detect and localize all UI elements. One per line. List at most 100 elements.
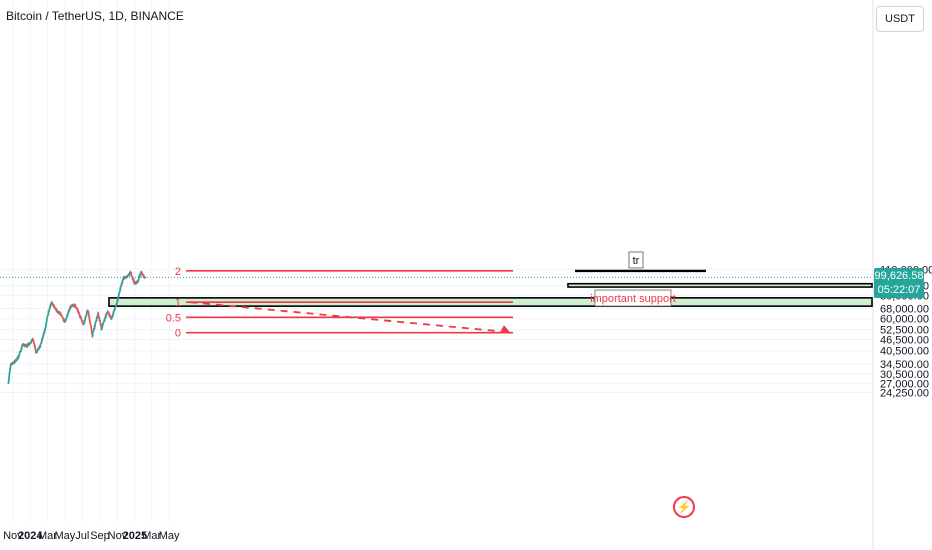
candle-body (56, 309, 59, 312)
candle-body (97, 315, 100, 319)
x-tick-label: 2024 (18, 530, 43, 542)
candle-body (21, 345, 23, 347)
candle-body (68, 309, 71, 312)
candle-body (45, 318, 48, 321)
support-zone[interactable] (567, 282, 873, 288)
fib-level-label: 2 (175, 266, 181, 278)
candle-body (90, 326, 93, 328)
candle-body (8, 375, 11, 379)
candle-body (95, 320, 98, 322)
x-tick-label: May (54, 530, 75, 542)
candle-body (66, 313, 69, 317)
candle-body (103, 318, 106, 322)
y-tick-label: 68,000.00 (880, 304, 929, 316)
last-price-badge: 99,626.58 05:22:07 (874, 268, 924, 299)
candle-body (42, 333, 45, 335)
candle-body (94, 322, 97, 324)
candle-body (91, 332, 94, 337)
grid-lines (0, 0, 874, 550)
candle-body (88, 316, 91, 321)
candle-body (119, 290, 121, 292)
candle-body (7, 380, 10, 384)
candle-body (93, 325, 96, 329)
candle-body (102, 322, 105, 324)
candle-body (144, 276, 147, 278)
candle-body (32, 339, 35, 343)
y-tick-label: 30,500.00 (880, 369, 929, 381)
currency-button[interactable]: USDT (876, 6, 924, 32)
candle-body (11, 363, 14, 365)
y-tick-label: 24,250.00 (880, 387, 929, 399)
candle-body (41, 337, 44, 340)
candle-body (103, 318, 106, 319)
x-tick-label: Nov (108, 530, 128, 542)
candle-body (117, 293, 120, 296)
candle-body (47, 312, 50, 315)
fib-level-label: 0.5 (166, 312, 181, 324)
lightning-icon[interactable]: ⚡ (673, 496, 695, 518)
y-tick-label: 34,500.00 (880, 359, 929, 371)
candle-body (101, 325, 104, 329)
x-tick-label: Mar (142, 530, 161, 542)
support-label: important support (590, 293, 676, 305)
candle-body (85, 316, 87, 318)
candle-body (115, 303, 118, 305)
candle-body (121, 279, 124, 282)
candle-body (89, 324, 92, 327)
candle-body (45, 324, 47, 327)
candle-body (67, 310, 70, 313)
fib-level-label: 0 (175, 328, 181, 340)
drawing-layer: 2 1 0.5 0 tr important support (0, 251, 873, 340)
trend-arrow-line[interactable] (189, 301, 511, 334)
candle-body (102, 323, 105, 326)
symbol-title: Bitcoin / TetherUS, 1D, BINANCE (6, 9, 184, 23)
candle-body (7, 378, 10, 381)
candle-body (90, 330, 93, 334)
candle-body (111, 315, 114, 318)
candle-body (122, 278, 125, 280)
candle-body (63, 319, 66, 323)
candle-body (79, 316, 82, 319)
candle-body (112, 311, 115, 314)
candle-body (140, 271, 143, 274)
candle-body (37, 348, 39, 350)
fib-level-label: 1 (175, 297, 181, 309)
candle-body (49, 304, 52, 307)
candle-body (85, 314, 88, 317)
candle-body (116, 301, 119, 304)
candle-body (42, 333, 45, 335)
y-tick-label: 27,000.00 (880, 379, 929, 391)
candle-body (20, 348, 23, 352)
support-label-box (594, 289, 672, 307)
candle-body (9, 369, 11, 372)
candle-body (81, 319, 84, 322)
candle-body (143, 276, 146, 278)
candle-body (70, 306, 73, 308)
candle-body (27, 345, 30, 346)
candle-body (33, 343, 36, 347)
candle-body (81, 321, 84, 324)
y-tick-label: 60,000.00 (880, 314, 929, 326)
candle-body (103, 321, 106, 322)
trend-arrow-head (501, 325, 510, 333)
candle-body (9, 366, 12, 370)
x-tick-label: Nov (3, 530, 23, 542)
y-tick-label: 52,500.00 (880, 325, 929, 337)
candle-body (18, 353, 21, 355)
candle-body (55, 308, 57, 310)
x-tick-label: May (159, 530, 180, 542)
x-tick-label: Jul (75, 530, 89, 542)
x-tick-label: Sep (90, 530, 110, 542)
candle-body (118, 291, 121, 293)
candle-body (117, 296, 120, 300)
candle-body (110, 317, 113, 320)
candle-body (89, 320, 91, 324)
candle-body (42, 334, 45, 338)
candle-body (123, 277, 126, 280)
candle-body (40, 340, 43, 343)
candle-body (34, 345, 37, 349)
candle-body (130, 272, 133, 276)
